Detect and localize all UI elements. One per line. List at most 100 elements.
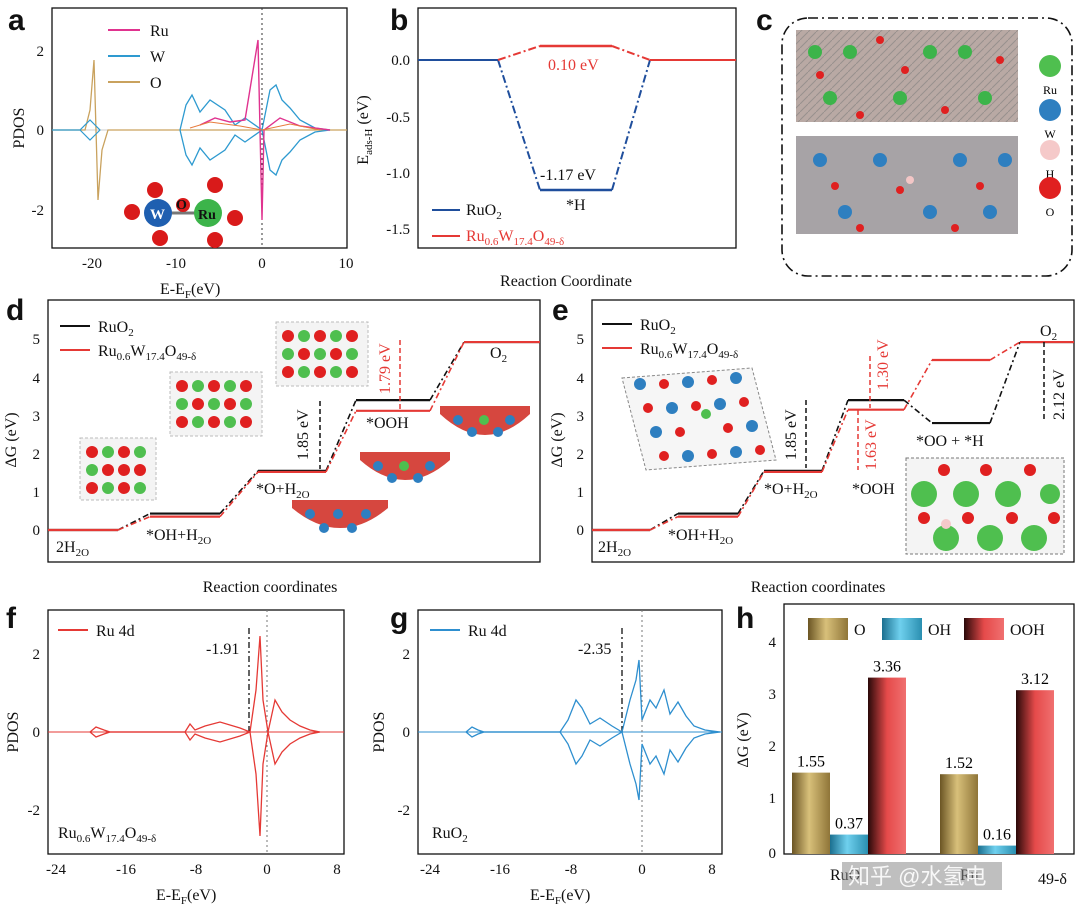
- ylabel-f: PDOS: [5, 712, 22, 753]
- d-lines-conn-1-3: [429, 341, 465, 412]
- axes-d: [47, 299, 541, 563]
- legend-oh-h: OH: [928, 622, 952, 639]
- d-lines-conn-0-2: [325, 399, 357, 472]
- panel-label-c: c: [756, 4, 773, 37]
- xtick-g-5: 8: [708, 862, 716, 878]
- inset-o: O: [176, 198, 187, 213]
- o-curve-a-2: [189, 121, 321, 131]
- e-lines-conn-1-3: [903, 359, 933, 411]
- bar-label-o-1: 1.55: [797, 754, 825, 771]
- legend-ruo2-d: RuO2: [98, 319, 134, 339]
- state-e-1: 2H2O: [598, 539, 631, 559]
- legend-h-atom-c: [1040, 140, 1060, 160]
- ann-h-b: *H: [566, 197, 586, 214]
- e-lines-conn-1-4: [989, 341, 1021, 361]
- bar-ooh-2: [1016, 690, 1054, 854]
- legend-w-a: W: [150, 49, 166, 66]
- ytick-d-1: 1: [33, 485, 41, 501]
- w-curve-a-left: [52, 119, 101, 141]
- axes-a: [51, 7, 348, 249]
- xtick-f-3: -8: [190, 862, 203, 878]
- panel-label-e: e: [552, 294, 569, 327]
- ann-g: -2.35: [578, 641, 611, 658]
- legend-ruo2-b: RuO2: [466, 202, 502, 222]
- legend-w-atom-c: [1039, 99, 1061, 121]
- gap-2-e: 2.12 eV: [1051, 369, 1068, 420]
- ytick-h-3: 3: [769, 687, 777, 703]
- legend-ruw-d: Ru0.6W17.4O49-δ: [98, 343, 196, 363]
- ylabel-b: Eads-H (eV): [355, 95, 375, 164]
- gap-black-d: 1.85 eV: [295, 409, 312, 460]
- legend-ru-c: Ru: [1043, 83, 1057, 97]
- legend-o-h: O: [854, 622, 866, 639]
- legend-ruw-e: Ru0.6W17.4O49-δ: [640, 341, 738, 361]
- xcat2-tail-h: 49-δ: [1038, 871, 1067, 888]
- state-e-4: *OOH: [852, 481, 895, 498]
- bar-oh-2: [978, 845, 1016, 854]
- e-lines-conn-0-4: [989, 341, 1021, 424]
- bar-label-ooh-2: 3.12: [1021, 671, 1049, 688]
- panel-e: e RuO2 Ru0.6W17.4O49-δ 2H2O *OH+H2O *O+H…: [549, 294, 1075, 596]
- ytick-g-0: 0: [403, 725, 411, 741]
- legend-f: Ru 4d: [96, 623, 135, 640]
- xtick-g-2: -16: [490, 862, 510, 878]
- material-g: RuO2: [432, 825, 468, 845]
- panel-b: b 0.10 eV -1.17 eV *H RuO2 Ru0.6W17.4O49…: [355, 4, 737, 290]
- panel-f: f Ru 4d -1.91 Ru0.6W17.4O49-δ 2 0 -2 -24…: [5, 602, 345, 907]
- state-e-2: *OH+H2O: [668, 527, 733, 547]
- xtick-f-1: -24: [46, 862, 66, 878]
- inset-ru: Ru: [198, 208, 216, 223]
- ytick-f-0: 0: [33, 725, 41, 741]
- legend-ruw-b: Ru0.6W17.4O49-δ: [466, 228, 564, 248]
- bar-oh-1: [830, 834, 868, 854]
- ru-o-w-molecule-inset: W O Ru: [124, 177, 243, 248]
- gap-red2-e: 1.63 eV: [863, 419, 880, 470]
- ytick-d-2: 2: [33, 447, 41, 463]
- state-d-1: 2H2O: [56, 539, 89, 559]
- ann-f: -1.91: [206, 641, 239, 658]
- ytick-h-2: 2: [769, 739, 777, 755]
- ru4d-curve-g-down: [465, 730, 721, 801]
- ytick-f-m2: -2: [28, 803, 41, 819]
- xlabel-g: E-EF(eV): [530, 887, 590, 907]
- e-lines-conn-1-1: [737, 471, 765, 518]
- e-lines-conn-0-2: [821, 399, 849, 472]
- ytick-f-2: 2: [33, 647, 41, 663]
- ytick-h-4: 4: [769, 635, 777, 651]
- panel-g: g Ru 4d -2.35 RuO2 2 0 -2 -24 -16 -8 0 8…: [371, 602, 723, 907]
- ytick-e-2: 2: [577, 447, 585, 463]
- ytick-h-1: 1: [769, 791, 777, 807]
- legend-o-c: O: [1046, 205, 1055, 219]
- ytick-e-3: 3: [577, 409, 585, 425]
- d-lines-conn-1-1: [219, 471, 259, 518]
- legend-ru-a: Ru: [150, 23, 169, 40]
- e-lines-conn-1-0: [649, 515, 679, 531]
- legend-swatch-oh-h: [882, 618, 922, 640]
- watermark-bg: [842, 862, 1002, 890]
- ytick-a-m2: -2: [32, 203, 45, 219]
- legend-h-c: H: [1046, 167, 1055, 181]
- gap-red1-e: 1.30 eV: [875, 339, 892, 390]
- e-structure-insets: [621, 367, 1065, 555]
- axes-h: [783, 603, 1075, 855]
- ylabel-h: ΔG (eV): [735, 712, 752, 767]
- ytick-h-0: 0: [769, 846, 777, 862]
- bar-label-oh-2: 0.16: [983, 827, 1011, 844]
- state-e-6: O2: [1040, 323, 1057, 343]
- h-bars: 1.55 0.37 3.36 1.52 0.16 3.12: [792, 659, 1054, 854]
- ru4d-curve-f-up: [89, 635, 321, 733]
- ytick-d-5: 5: [33, 332, 41, 348]
- xtick-a-1: -20: [82, 256, 102, 272]
- gap-black-e: 1.85 eV: [783, 409, 800, 460]
- e-lines-conn-0-3: [903, 399, 933, 424]
- legend-swatch-ooh-h: [964, 618, 1004, 640]
- state-d-4: *OOH: [366, 415, 409, 432]
- ruo2-structure-bottom: [796, 136, 1018, 234]
- panel-d: d RuO2 Ru0.6W17.4O49-δ 2H2O: [3, 294, 541, 596]
- state-d-2: *OH+H2O: [146, 527, 211, 547]
- axes-b: [417, 7, 737, 249]
- ytick-b-1: -0.5: [386, 110, 410, 126]
- xlabel-e: Reaction coordinates: [751, 579, 886, 596]
- watermark: 知乎 @水氢电: [848, 864, 986, 889]
